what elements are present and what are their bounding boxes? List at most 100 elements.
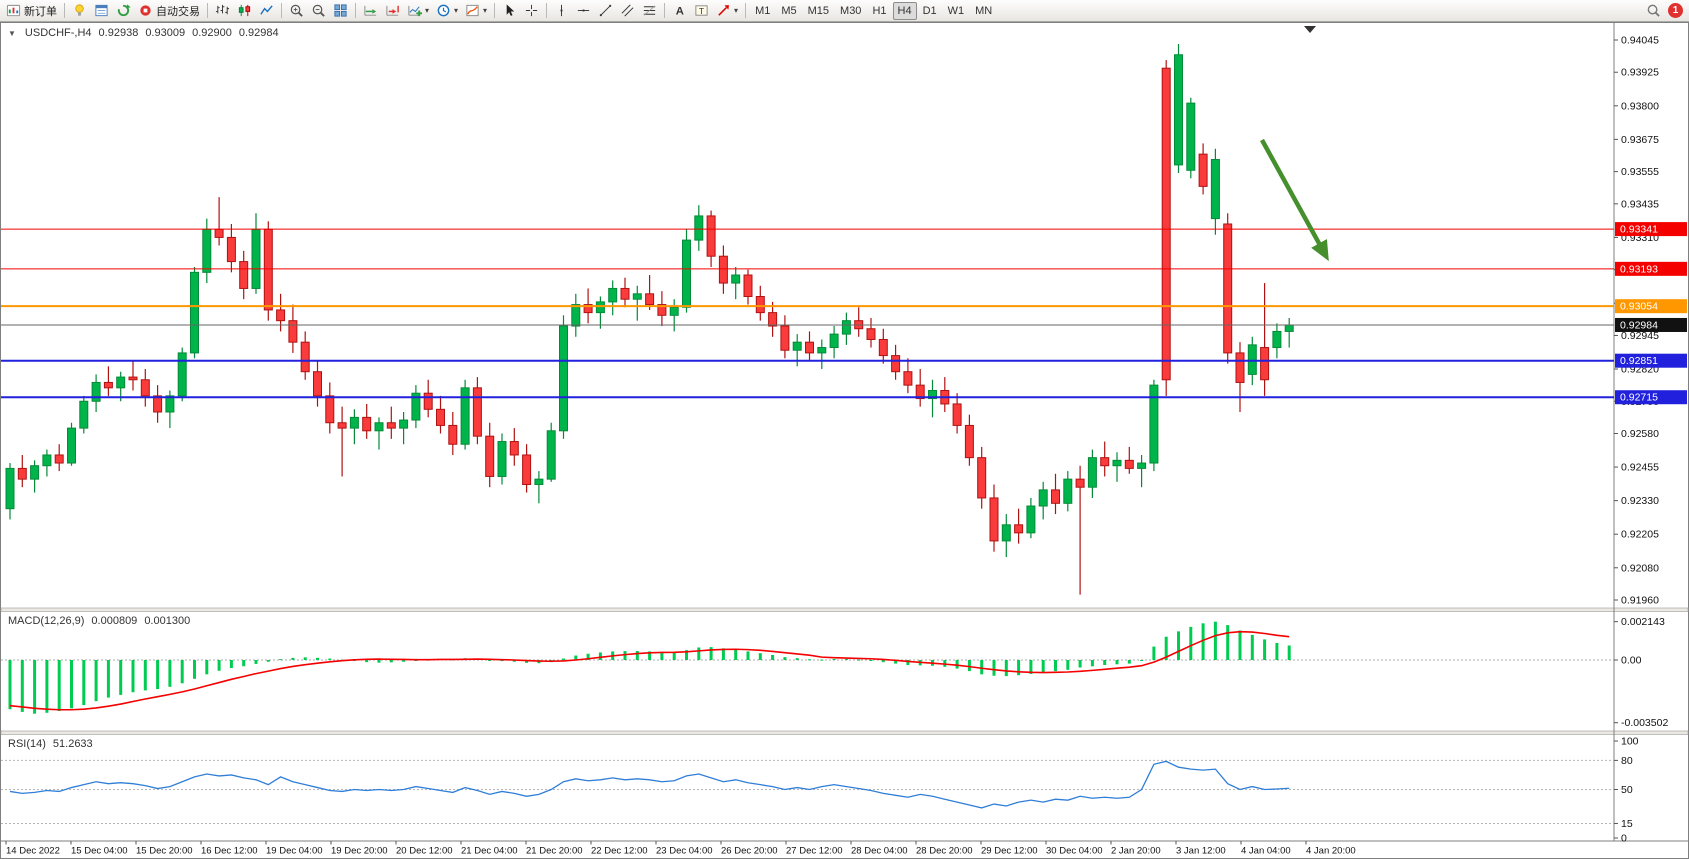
pane-separator[interactable] <box>0 607 1689 612</box>
refresh-button[interactable] <box>113 1 134 21</box>
arrow-tool-icon <box>718 5 729 16</box>
svg-text:0.91960: 0.91960 <box>1621 595 1659 607</box>
timeframe-m5-button[interactable]: M5 <box>776 2 801 20</box>
chevron-down-icon: ▾ <box>425 5 430 15</box>
rsi-line <box>9 760 1290 809</box>
periods-button[interactable]: ▾ <box>433 1 461 21</box>
trend-arrow-annotation[interactable] <box>1260 138 1329 262</box>
svg-text:0.93800: 0.93800 <box>1621 100 1659 112</box>
indicators-button[interactable]: ▾ <box>404 1 432 21</box>
candle <box>1260 347 1270 381</box>
candle <box>239 261 249 289</box>
search-button[interactable] <box>1643 1 1664 21</box>
candle <box>1112 459 1122 467</box>
candle <box>841 320 851 335</box>
autotrading-button[interactable]: 自动交易 <box>135 1 203 21</box>
candle <box>460 387 470 445</box>
market-watch-button[interactable] <box>91 1 112 21</box>
text-label-button[interactable]: T <box>691 1 712 21</box>
macd-signal-line <box>9 630 1290 711</box>
timeframe-m1-button[interactable]: M1 <box>750 2 775 20</box>
candle <box>1124 459 1134 469</box>
svg-text:26 Dec 20:00: 26 Dec 20:00 <box>721 846 778 857</box>
candle <box>620 287 630 300</box>
candle <box>448 424 458 445</box>
market-watch-icon <box>95 4 108 17</box>
chevron-down-icon: ▾ <box>483 5 488 15</box>
timeframe-m30-button[interactable]: M30 <box>835 2 866 20</box>
candle <box>903 371 913 386</box>
zoom-in-button[interactable] <box>286 1 307 21</box>
pane-separator[interactable] <box>0 730 1689 735</box>
text-button[interactable]: A <box>669 1 690 21</box>
notification-button[interactable]: 1 <box>1665 1 1686 21</box>
crosshair-icon <box>525 4 538 17</box>
toolbar-separator <box>64 3 65 18</box>
line-chart-button[interactable] <box>256 1 277 21</box>
autotrading-label: 自动交易 <box>156 5 200 18</box>
candle <box>1223 223 1233 354</box>
toolbar-separator <box>494 3 496 18</box>
chart-shift-marker[interactable] <box>1304 26 1316 33</box>
svg-text:4 Jan 04:00: 4 Jan 04:00 <box>1241 846 1291 857</box>
fibonacci-button[interactable] <box>639 1 660 21</box>
bar-chart-button[interactable] <box>212 1 233 21</box>
svg-text:21 Dec 20:00: 21 Dec 20:00 <box>526 846 583 857</box>
timeframe-h4-button[interactable]: H4 <box>892 1 917 20</box>
crosshair-button[interactable] <box>521 1 542 21</box>
trendline-button[interactable] <box>595 1 616 21</box>
trendline-icon <box>599 4 612 17</box>
cursor-button[interactable] <box>499 1 520 21</box>
candle <box>1272 330 1282 349</box>
refresh-icon <box>117 4 131 17</box>
candle <box>472 387 482 437</box>
candle <box>497 441 507 477</box>
lightbulb-button[interactable] <box>69 1 90 21</box>
svg-text:14 Dec 2022: 14 Dec 2022 <box>6 846 60 857</box>
horizontal-line-icon <box>577 9 590 12</box>
svg-text:0.92330: 0.92330 <box>1621 495 1659 507</box>
candle <box>755 296 765 314</box>
rsi-axis: 100 80 50 15 0 <box>1614 736 1639 845</box>
cursor-icon <box>506 4 515 16</box>
new-order-button[interactable]: 新订单 <box>3 1 60 21</box>
tile-windows-button[interactable] <box>330 1 351 21</box>
svg-text:0.92455: 0.92455 <box>1621 462 1659 474</box>
timeframe-w1-button[interactable]: W1 <box>943 2 970 20</box>
candle <box>1051 489 1060 504</box>
timeframe-h1-button[interactable]: H1 <box>867 2 891 20</box>
candle <box>608 287 618 303</box>
template-icon <box>466 4 479 17</box>
svg-text:0.93054: 0.93054 <box>1620 301 1658 313</box>
candle <box>829 333 839 349</box>
timeframe-m15-button[interactable]: M15 <box>803 2 834 20</box>
timeframe-d1-button[interactable]: D1 <box>918 2 942 20</box>
zoom-in-icon <box>290 4 303 17</box>
candle <box>583 304 593 314</box>
chart-canvas[interactable]: 0.94045 0.93925 0.93800 0.93675 0.93555 0.934… <box>0 22 1689 859</box>
zoom-out-button[interactable] <box>308 1 329 21</box>
channel-icon <box>621 4 634 17</box>
candle <box>177 352 187 397</box>
candlestick-chart-button[interactable] <box>234 1 255 21</box>
candle <box>743 274 753 298</box>
candle <box>103 381 113 389</box>
candle <box>276 309 286 322</box>
svg-text:-0.003502: -0.003502 <box>1621 717 1668 729</box>
one-click-trading-toggle[interactable]: ▼ <box>8 28 16 38</box>
arrows-button[interactable]: ▾ <box>713 1 741 21</box>
chart-shift-button[interactable] <box>382 1 403 21</box>
candle <box>128 376 138 381</box>
timeframe-mn-button[interactable]: MN <box>970 2 997 20</box>
svg-text:0.93675: 0.93675 <box>1621 134 1659 146</box>
channel-button[interactable] <box>617 1 638 21</box>
candle <box>694 215 704 241</box>
tile-windows-icon <box>334 4 347 17</box>
horizontal-line-button[interactable] <box>573 1 594 21</box>
candle <box>669 306 679 316</box>
toolbar-separator <box>281 3 282 18</box>
templates-button[interactable]: ▾ <box>462 1 490 21</box>
auto-scroll-button[interactable] <box>360 1 381 21</box>
vertical-line-button[interactable] <box>551 1 572 21</box>
candle <box>325 395 335 424</box>
